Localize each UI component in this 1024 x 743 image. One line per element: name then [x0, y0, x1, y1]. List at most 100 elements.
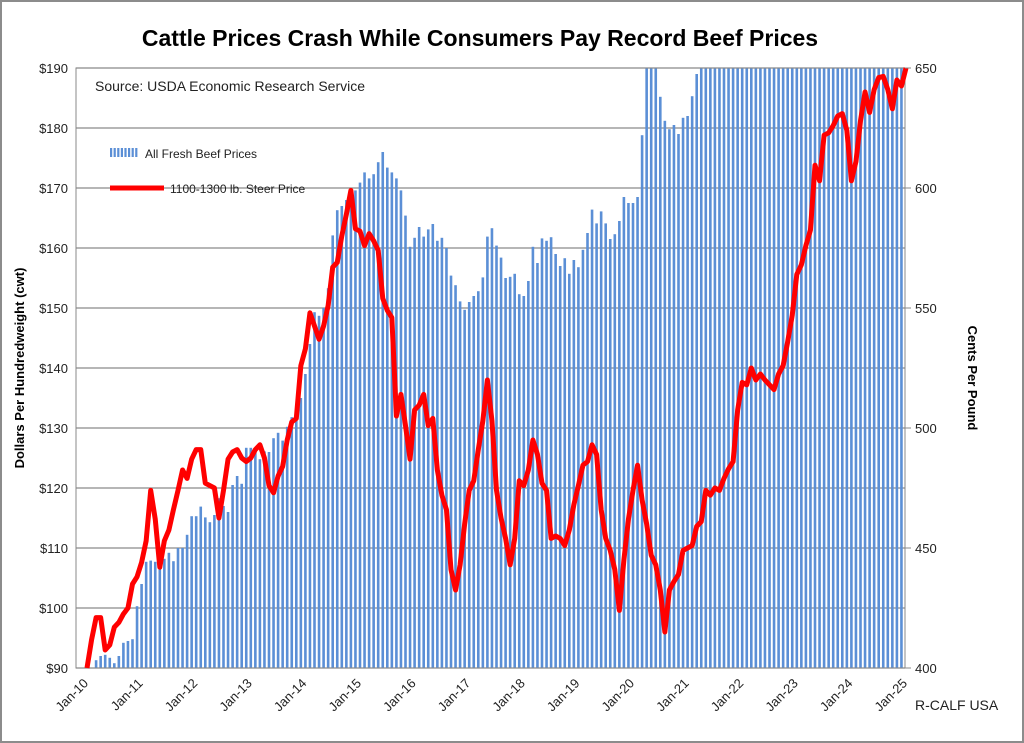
bar [786, 68, 789, 668]
bar [618, 221, 621, 668]
bar [736, 68, 739, 668]
legend-bar-mark [124, 148, 127, 157]
bar [718, 68, 721, 668]
bar [422, 236, 425, 668]
bar [267, 452, 271, 668]
bar [458, 301, 462, 668]
bar [281, 440, 284, 668]
left-axis-ticks: $90 $100 $110 $120 $130 $140 $150 $160 $170 $180 $… [39, 61, 68, 676]
bar [590, 209, 594, 668]
bar [672, 125, 676, 668]
bar [768, 68, 771, 668]
bar [99, 656, 102, 668]
bar [335, 210, 339, 668]
legend-bar-mark [128, 148, 131, 157]
bar [285, 426, 289, 668]
bar [531, 246, 535, 669]
bar [226, 512, 230, 668]
bar [586, 233, 589, 668]
bar [572, 260, 576, 668]
bar [126, 641, 130, 668]
bar [722, 68, 726, 668]
bar [231, 485, 234, 668]
y-left-tick-label: $190 [39, 61, 68, 76]
bar [276, 432, 280, 668]
bar [295, 416, 298, 668]
x-tick-label: Jan-23 [762, 676, 801, 715]
bar [850, 68, 853, 668]
bar [172, 561, 175, 668]
bar [713, 68, 717, 668]
bar [135, 606, 139, 668]
chart-title: Cattle Prices Crash While Consumers Pay … [142, 25, 818, 51]
credit: R-CALF USA [915, 697, 999, 713]
bar [740, 68, 744, 668]
x-tick-label: Jan-17 [435, 676, 474, 715]
bar [636, 197, 639, 668]
bar [477, 291, 480, 668]
bar [144, 561, 148, 668]
bar [354, 190, 357, 668]
bar [545, 240, 548, 669]
bar [381, 152, 385, 668]
bar [699, 68, 703, 668]
bar [199, 506, 203, 668]
y-left-tick-label: $110 [40, 541, 68, 556]
bar [358, 182, 362, 668]
bar [599, 211, 603, 668]
bar [709, 68, 712, 668]
bar [868, 68, 871, 668]
bar [240, 483, 243, 668]
y-right-tick-label: 550 [915, 301, 937, 316]
bar [731, 68, 735, 668]
bar [149, 560, 152, 668]
bar [345, 200, 348, 668]
bar [872, 68, 876, 668]
x-tick-label: Jan-10 [52, 676, 91, 715]
bar [204, 517, 207, 668]
y-left-tick-label: $90 [46, 661, 68, 676]
bar [777, 68, 780, 668]
bar [813, 68, 817, 668]
bar [349, 191, 353, 668]
x-tick-label: Jan-16 [380, 676, 419, 715]
bar [217, 498, 221, 668]
bar [859, 68, 862, 668]
bar [677, 134, 680, 668]
bar [804, 68, 808, 668]
bar [695, 74, 698, 668]
bar [304, 374, 307, 668]
bar [554, 254, 557, 668]
bar [113, 663, 116, 668]
legend-bar-mark [117, 148, 120, 157]
bar [759, 68, 762, 668]
legend-bar-mark [110, 148, 113, 157]
right-axis-ticks: 400 450 500 550 600 650 [905, 61, 937, 676]
bar [772, 68, 776, 668]
bar [690, 96, 694, 668]
bar [417, 227, 421, 668]
bar [263, 451, 266, 668]
legend-bar-mark [113, 148, 116, 157]
bar [604, 223, 607, 668]
bar [631, 203, 635, 668]
bar [686, 116, 689, 668]
bar [836, 68, 840, 668]
legend-bar-swatch [110, 148, 138, 157]
bar [440, 237, 444, 669]
bar [640, 135, 644, 668]
legend-label-beef: All Fresh Beef Prices [145, 147, 257, 161]
bar [158, 560, 162, 668]
bar [463, 309, 466, 668]
legend-label-steer: 1100-1300 lb. Steer Price [170, 182, 306, 196]
x-tick-label: Jan-11 [108, 676, 146, 714]
y-right-tick-label: 650 [915, 61, 937, 76]
y-left-tick-label: $160 [39, 241, 68, 256]
bar [881, 68, 885, 668]
x-axis-ticks: Jan-10 Jan-11 Jan-12 Jan-13 Jan-14 Jan-15 Jan-… [52, 676, 910, 715]
bar [108, 657, 112, 668]
legend-bar-mark [120, 148, 123, 157]
bar [140, 584, 143, 668]
bar [649, 68, 653, 668]
bar [290, 417, 294, 668]
